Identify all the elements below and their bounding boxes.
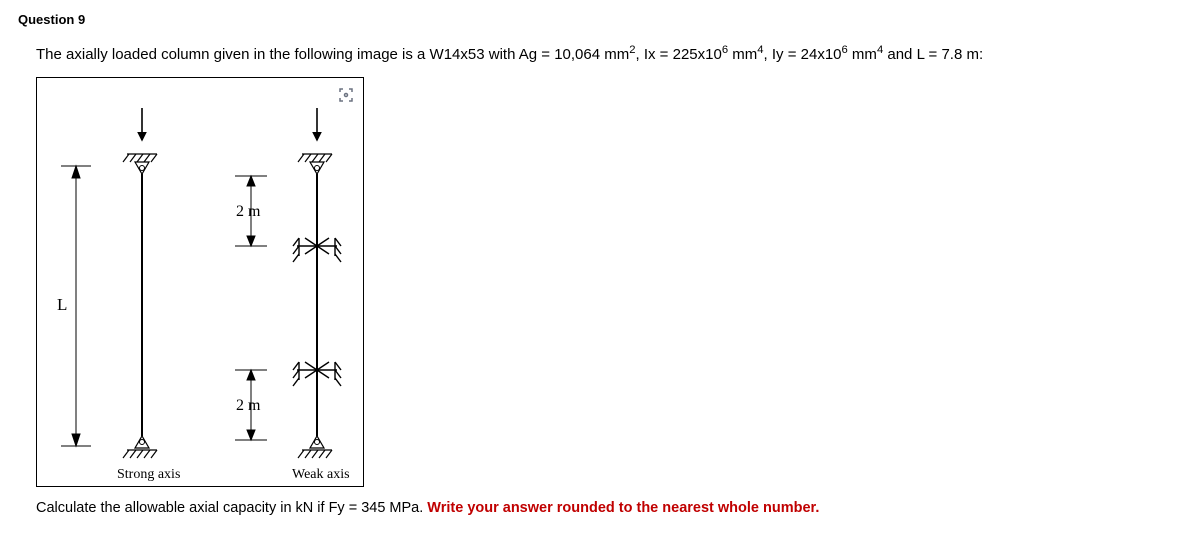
focus-icon[interactable]	[337, 86, 355, 104]
question-number: Question 9	[18, 12, 1182, 27]
figure-container: L	[36, 77, 364, 487]
final-red: Write your answer rounded to the nearest…	[427, 500, 819, 516]
column-diagram: L	[37, 78, 365, 488]
fig-label-strong: Strong axis	[117, 467, 180, 482]
prompt-text: The axially loaded column given in the f…	[36, 41, 1182, 67]
fig-label-L: L	[57, 295, 67, 314]
prompt-mid4: mm	[848, 46, 877, 63]
prompt-prefix: The axially loaded column given in the f…	[36, 46, 629, 63]
fig-label-2m-lower: 2 m	[236, 397, 261, 414]
prompt-mid2: mm	[728, 46, 757, 63]
prompt-mid1: , Ix = 225x10	[636, 46, 722, 63]
fig-label-weak: Weak axis	[292, 467, 350, 482]
prompt-mid3: , Iy = 24x10	[764, 46, 842, 63]
fig-label-2m-upper: 2 m	[236, 203, 261, 220]
question-body: The axially loaded column given in the f…	[36, 41, 1182, 520]
prompt-suffix: and L = 7.8 m:	[883, 46, 983, 63]
final-prefix: Calculate the allowable axial capacity i…	[36, 500, 427, 516]
final-instruction: Calculate the allowable axial capacity i…	[36, 497, 1182, 520]
